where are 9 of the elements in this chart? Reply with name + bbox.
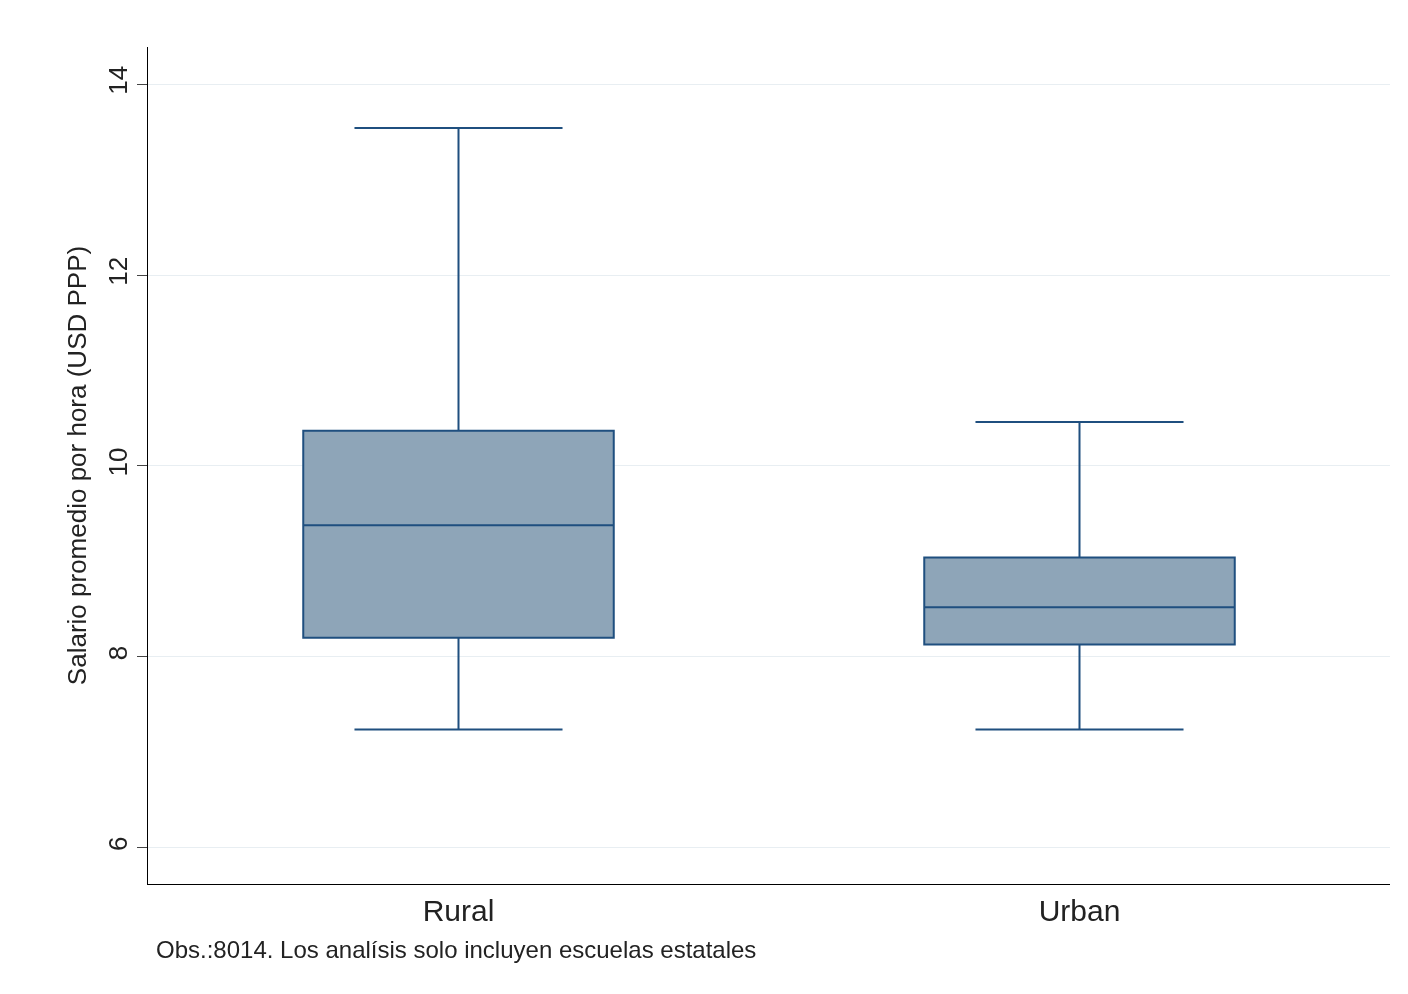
x-tick-label: Rural	[422, 894, 495, 927]
y-tick-label: 10	[102, 447, 133, 477]
text: Obs.:8014. Los analísis solo incluyen escuelas estatales	[156, 936, 757, 963]
y-tick-label: 8	[102, 645, 133, 661]
y-tick-label: 14	[102, 65, 133, 95]
x-tick-label: Urban	[1038, 894, 1121, 927]
y-axis-title: Salario promedio por hora (USD PPP)	[62, 245, 92, 686]
y-tick-label: 12	[102, 256, 133, 286]
y-tick-label: 6	[102, 836, 133, 852]
